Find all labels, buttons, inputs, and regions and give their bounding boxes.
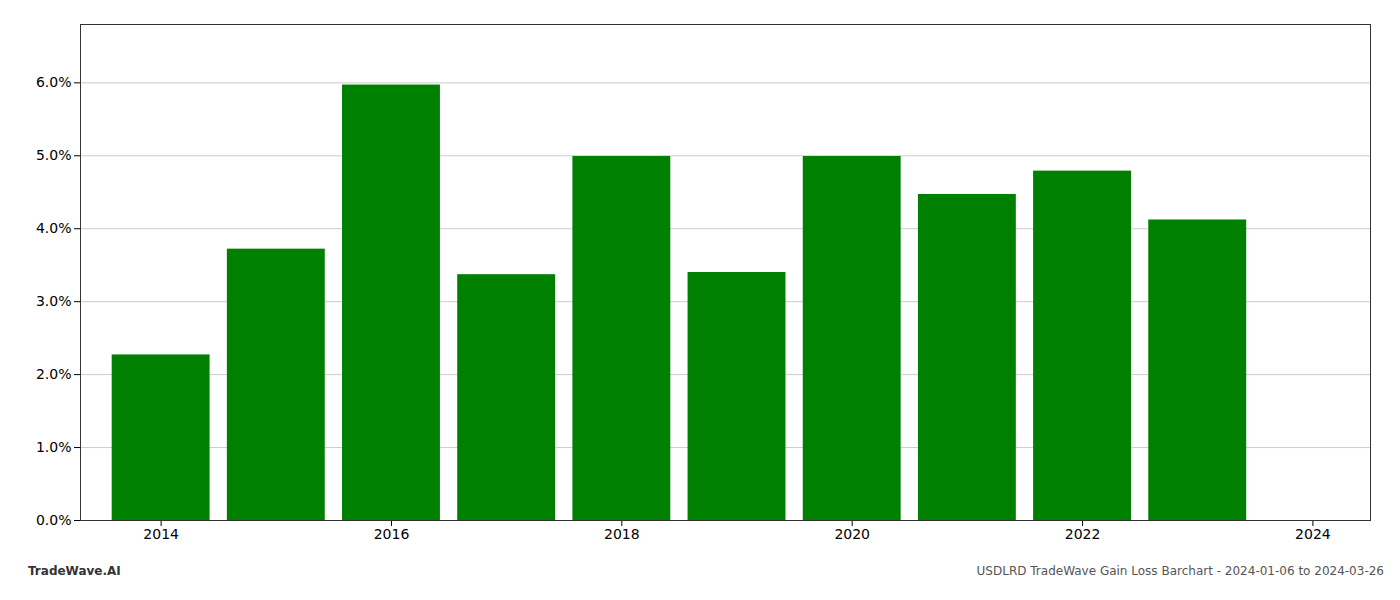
svg-text:6.0%: 6.0% <box>36 74 72 90</box>
svg-text:3.0%: 3.0% <box>36 293 72 309</box>
svg-text:2016: 2016 <box>374 526 410 542</box>
svg-text:2014: 2014 <box>143 526 179 542</box>
svg-text:1.0%: 1.0% <box>36 439 72 455</box>
svg-text:2024: 2024 <box>1295 526 1331 542</box>
svg-text:4.0%: 4.0% <box>36 220 72 236</box>
svg-text:5.0%: 5.0% <box>36 147 72 163</box>
svg-text:2.0%: 2.0% <box>36 366 72 382</box>
svg-text:0.0%: 0.0% <box>36 512 72 528</box>
svg-text:2020: 2020 <box>834 526 870 542</box>
svg-text:2022: 2022 <box>1065 526 1101 542</box>
html-text:USDLRD TradeWave Gain Loss Bar: USDLRD TradeWave Gain Loss Barchart - 20… <box>976 564 1384 578</box>
html-text:TradeWave.AI: TradeWave.AI <box>28 564 121 578</box>
svg-text:2018: 2018 <box>604 526 640 542</box>
